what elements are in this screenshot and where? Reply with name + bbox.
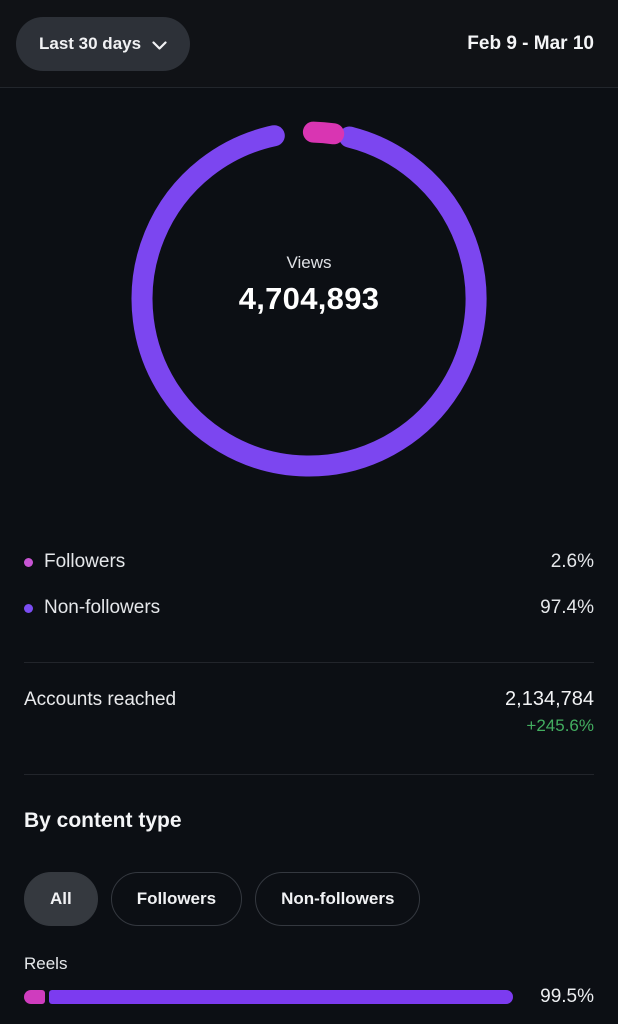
accounts-reached-value: 2,134,784 [505, 688, 594, 710]
reels-value: 99.5% [540, 986, 594, 1007]
donut-legend: Followers 2.6% Non-followers 97.4% [24, 539, 594, 631]
header: Last 30 days Feb 9 - Mar 10 [0, 0, 618, 88]
chevron-down-icon [152, 35, 167, 55]
legend-label: Non-followers [44, 597, 161, 618]
content-type-filters: All Followers Non-followers [24, 872, 594, 926]
accounts-reached-row[interactable]: Accounts reached 2,134,784 +245.6% [0, 663, 618, 774]
legend-label: Followers [44, 551, 126, 572]
reels-label: Reels [24, 954, 68, 973]
accounts-reached-change: +245.6% [526, 716, 594, 735]
views-value: 4,704,893 [238, 281, 380, 316]
reels-bar [24, 990, 513, 1004]
filter-chip-non-followers[interactable]: Non-followers [255, 872, 421, 926]
donut-segment-non-followers [131, 125, 487, 477]
period-filter-label: Last 30 days [39, 33, 142, 53]
reels-bar-followers-segment [24, 990, 45, 1004]
donut-segment-followers [302, 121, 345, 145]
date-range-label: Feb 9 - Mar 10 [467, 32, 594, 54]
accounts-reached-label: Accounts reached [24, 689, 177, 710]
donut-svg [131, 121, 487, 477]
divider [24, 662, 594, 663]
reels-bar-non-followers-segment [49, 990, 513, 1004]
followers-dot-icon [24, 557, 33, 567]
legend-value: 97.4% [540, 597, 594, 618]
filter-chip-all[interactable]: All [24, 872, 98, 926]
legend-row-non-followers: Non-followers 97.4% [24, 585, 594, 631]
non-followers-dot-icon [24, 603, 33, 613]
views-label: Views [286, 253, 332, 272]
divider [24, 774, 594, 775]
views-donut-chart: Views 4,704,893 [119, 109, 499, 489]
donut-center: Views 4,704,893 [119, 109, 499, 489]
period-filter-button[interactable]: Last 30 days [16, 16, 191, 71]
by-content-type-heading: By content type [24, 809, 182, 832]
reels-bar-row: 99.5% [24, 986, 594, 1008]
filter-chip-followers[interactable]: Followers [110, 872, 243, 926]
legend-value: 2.6% [550, 551, 594, 572]
legend-row-followers: Followers 2.6% [24, 539, 594, 585]
